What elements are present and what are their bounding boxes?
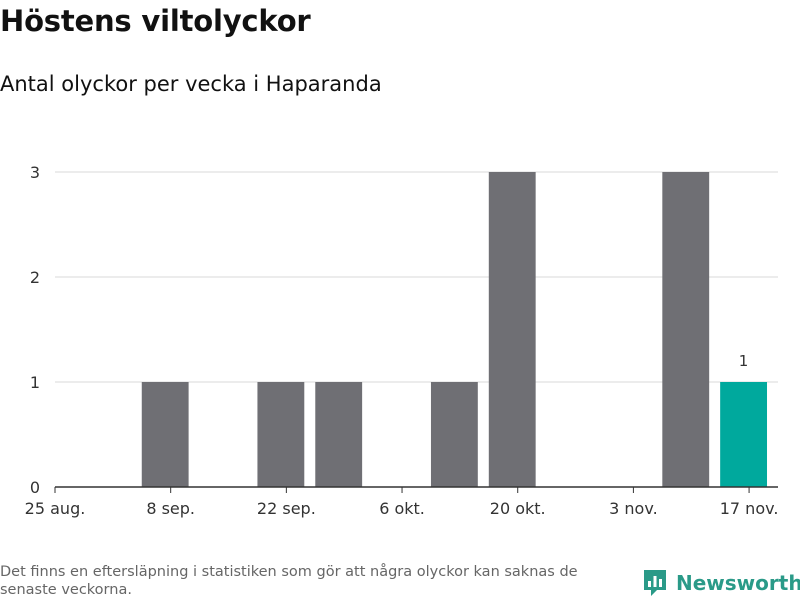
bar	[141, 382, 189, 487]
y-tick-label: 3	[30, 163, 40, 182]
data-label: 1	[739, 352, 749, 370]
y-tick-label: 1	[30, 373, 40, 392]
chart-title: Höstens viltolyckor	[0, 4, 311, 38]
brand: Newsworthy	[642, 568, 800, 598]
chart-subtitle: Antal olyckor per vecka i Haparanda	[0, 72, 382, 96]
x-tick-label: 25 aug.	[25, 499, 86, 518]
bar	[430, 382, 478, 487]
x-tick-label: 22 sep.	[257, 499, 316, 518]
x-tick-label: 3 nov.	[609, 499, 658, 518]
bar	[257, 382, 305, 487]
x-tick-label: 17 nov.	[720, 499, 779, 518]
brand-name: Newsworthy	[676, 571, 800, 595]
x-tick-label: 20 okt.	[490, 499, 546, 518]
y-tick-label: 0	[30, 478, 40, 497]
bar	[315, 382, 363, 487]
bar	[662, 172, 710, 487]
footnote: Det finns en eftersläpning i statistiken…	[0, 564, 578, 598]
y-tick-label: 2	[30, 268, 40, 287]
bar	[488, 172, 536, 487]
x-tick-label: 8 sep.	[146, 499, 195, 518]
x-tick-label: 6 okt.	[379, 499, 425, 518]
newsworthy-logo-icon	[644, 570, 666, 596]
bar-highlight	[720, 382, 768, 487]
bar-chart: 0 1 2 3 1 25 aug. 8 sep. 22 sep. 6 okt. 20 okt. 3 …	[25, 163, 779, 518]
